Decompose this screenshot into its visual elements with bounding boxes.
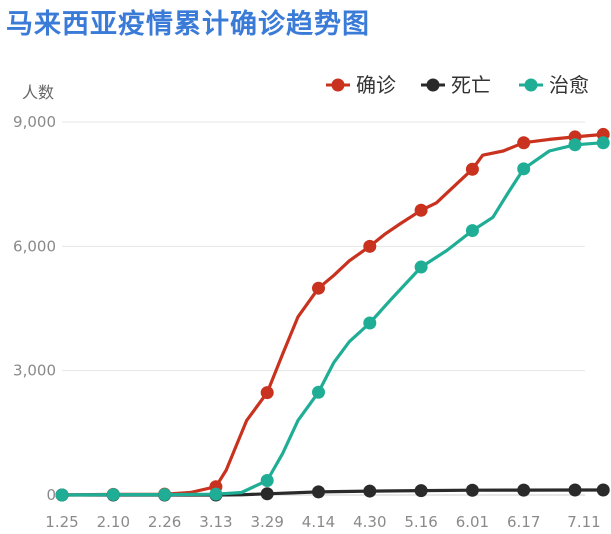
y-axis-ticks: 0 3,000 6,000 9,000 <box>13 113 56 504</box>
legend-label: 治愈 <box>549 73 589 97</box>
legend-label: 确诊 <box>356 73 396 97</box>
data-point-1 <box>568 483 582 497</box>
y-tick-label: 3,000 <box>13 362 56 380</box>
x-tick-label: 4.30 <box>353 513 386 531</box>
legend-item-1[interactable]: 死亡 <box>421 73 491 97</box>
x-tick-label: 2.26 <box>148 513 181 531</box>
x-tick-label: 6.17 <box>507 513 540 531</box>
x-tick-label: 4.14 <box>302 513 335 531</box>
data-point-2 <box>312 385 325 399</box>
x-tick-label: 2.10 <box>97 513 130 531</box>
data-point-0 <box>363 239 377 253</box>
data-point-1 <box>363 484 377 498</box>
x-tick-label: 1.25 <box>45 513 78 531</box>
data-point-2 <box>106 488 120 502</box>
series-line-0 <box>60 132 605 497</box>
legend-label: 死亡 <box>451 73 491 97</box>
data-point-1 <box>465 483 479 497</box>
y-axis-label: 人数 <box>22 83 54 102</box>
grid-lines <box>62 121 585 496</box>
x-tick-label: 3.29 <box>250 513 283 531</box>
y-tick-label: 6,000 <box>13 237 56 255</box>
legend-item-0[interactable]: 确诊 <box>326 73 396 97</box>
x-axis-ticks: 1.25 2.10 2.26 3.13 3.29 4.14 4.30 5.16 6.01 6.17… <box>45 513 600 531</box>
data-point-0 <box>312 281 325 295</box>
data-point-2 <box>55 488 69 502</box>
x-tick-label: 6.01 <box>456 513 489 531</box>
data-point-0 <box>517 136 531 150</box>
data-point-1 <box>414 484 428 498</box>
chart-title: 马来西亚疫情累计确诊趋势图 <box>6 9 370 40</box>
data-point-1 <box>517 483 531 497</box>
x-tick-label: 3.13 <box>199 513 232 531</box>
data-point-2 <box>596 136 610 150</box>
series-points <box>55 127 610 502</box>
x-tick-label: 5.16 <box>404 513 437 531</box>
data-point-1 <box>312 485 325 499</box>
legend-swatch-dot <box>426 78 440 92</box>
data-point-2 <box>568 138 582 152</box>
data-point-0 <box>260 386 274 400</box>
data-point-2 <box>260 473 274 487</box>
data-point-0 <box>465 162 479 176</box>
series-line-2 <box>60 141 605 497</box>
y-tick-label: 9,000 <box>13 113 56 131</box>
data-point-2 <box>158 488 172 502</box>
x-tick-label: 7.11 <box>567 513 600 531</box>
data-point-0 <box>414 203 428 217</box>
legend: 确诊 死亡 治愈 <box>326 73 589 97</box>
series-lines <box>60 132 605 497</box>
data-point-2 <box>414 260 428 274</box>
legend-swatch-dot <box>524 78 538 92</box>
data-point-2 <box>209 487 223 501</box>
y-tick-label: 0 <box>46 486 56 504</box>
data-point-2 <box>465 224 479 238</box>
data-point-2 <box>517 162 531 176</box>
data-point-1 <box>260 487 274 501</box>
data-point-2 <box>363 316 377 330</box>
legend-swatch-dot <box>331 78 345 92</box>
data-point-1 <box>596 483 610 497</box>
legend-item-2[interactable]: 治愈 <box>519 73 589 97</box>
